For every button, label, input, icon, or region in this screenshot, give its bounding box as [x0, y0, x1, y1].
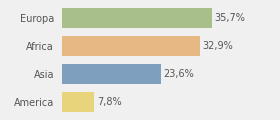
- Bar: [62, 36, 200, 56]
- Bar: [62, 64, 161, 84]
- Text: 32,9%: 32,9%: [202, 41, 233, 51]
- Text: 35,7%: 35,7%: [214, 13, 245, 23]
- Text: 23,6%: 23,6%: [163, 69, 194, 79]
- Bar: [62, 8, 212, 28]
- Text: 7,8%: 7,8%: [97, 97, 122, 107]
- Bar: [62, 92, 94, 112]
